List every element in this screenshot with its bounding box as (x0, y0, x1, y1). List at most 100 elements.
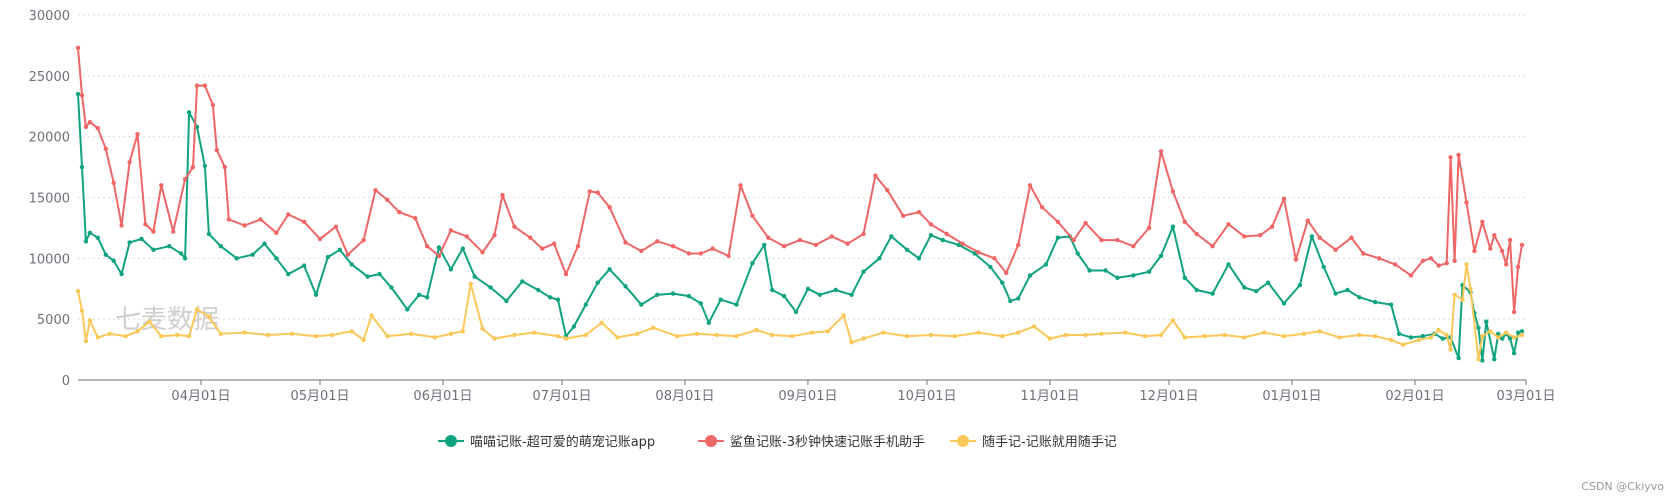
data-point[interactable] (397, 209, 402, 215)
data-point[interactable] (952, 334, 957, 339)
data-point[interactable] (492, 233, 497, 238)
data-point[interactable] (262, 241, 267, 246)
data-point[interactable] (885, 188, 890, 193)
data-point[interactable] (916, 256, 922, 261)
data-point[interactable] (369, 313, 374, 318)
data-point[interactable] (587, 189, 592, 194)
data-point[interactable] (575, 244, 581, 249)
data-point[interactable] (480, 326, 485, 332)
data-point[interactable] (480, 250, 485, 255)
data-point[interactable] (1242, 285, 1247, 290)
data-point[interactable] (718, 297, 723, 302)
data-point[interactable] (1357, 332, 1362, 338)
legend[interactable]: 喵喵记账-超可爱的萌宠记账app 鲨鱼记账-3秒钟快速记账手机助手 随手记-记账就用… (438, 434, 1117, 450)
data-point[interactable] (1317, 235, 1322, 240)
data-point[interactable] (1349, 235, 1354, 240)
data-point[interactable] (1496, 331, 1501, 336)
data-point[interactable] (178, 251, 184, 256)
data-point[interactable] (563, 336, 569, 341)
data-point[interactable] (734, 334, 739, 339)
data-point[interactable] (87, 230, 93, 235)
data-point[interactable] (361, 337, 366, 343)
data-point[interactable] (1452, 292, 1457, 297)
data-point[interactable] (928, 233, 934, 238)
data-point[interactable] (988, 264, 993, 270)
legend-item-0[interactable]: 喵喵记账-超可爱的萌宠记账app (438, 434, 655, 450)
data-point[interactable] (833, 287, 838, 293)
data-point[interactable] (555, 297, 561, 302)
data-point[interactable] (266, 332, 271, 338)
data-point[interactable] (1507, 237, 1513, 243)
data-point[interactable] (528, 235, 533, 240)
data-point[interactable] (1297, 282, 1303, 288)
data-point[interactable] (182, 256, 188, 261)
data-point[interactable] (1480, 334, 1485, 339)
data-point[interactable] (1027, 273, 1033, 278)
data-point[interactable] (103, 146, 109, 151)
data-point[interactable] (1269, 224, 1275, 229)
data-point[interactable] (726, 253, 731, 259)
data-point[interactable] (1281, 334, 1287, 339)
data-point[interactable] (1210, 244, 1215, 249)
data-point[interactable] (274, 230, 279, 235)
data-point[interactable] (1464, 262, 1469, 267)
data-point[interactable] (206, 231, 212, 237)
data-point[interactable] (385, 334, 390, 339)
data-point[interactable] (1440, 336, 1445, 341)
data-point[interactable] (1146, 269, 1152, 274)
data-point[interactable] (789, 334, 795, 339)
data-point[interactable] (1123, 330, 1128, 335)
legend-item-1[interactable]: 鲨鱼记账-3秒钟快速记账手机助手 (698, 434, 925, 450)
data-point[interactable] (1170, 318, 1176, 323)
data-point[interactable] (1460, 297, 1465, 302)
data-point[interactable] (1464, 200, 1469, 205)
data-point[interactable] (405, 307, 410, 312)
data-point[interactable] (1262, 330, 1267, 335)
data-point[interactable] (111, 180, 116, 186)
data-point[interactable] (135, 329, 140, 334)
data-point[interactable] (317, 236, 323, 242)
data-point[interactable] (944, 231, 949, 237)
data-point[interactable] (182, 177, 188, 182)
data-point[interactable] (674, 334, 680, 339)
data-point[interactable] (413, 216, 418, 221)
data-point[interactable] (460, 246, 465, 251)
data-point[interactable] (623, 240, 628, 245)
data-point[interactable] (500, 192, 505, 198)
data-point[interactable] (218, 244, 223, 249)
data-point[interactable] (436, 245, 442, 250)
data-point[interactable] (1055, 235, 1061, 240)
data-point[interactable] (1265, 280, 1271, 285)
data-point[interactable] (1396, 331, 1402, 336)
data-point[interactable] (75, 91, 81, 97)
data-point[interactable] (754, 327, 759, 333)
data-point[interactable] (1115, 237, 1120, 243)
data-point[interactable] (1492, 233, 1497, 238)
data-point[interactable] (738, 183, 743, 188)
data-point[interactable] (1242, 234, 1247, 239)
data-point[interactable] (171, 229, 176, 234)
data-point[interactable] (861, 231, 866, 237)
data-point[interactable] (460, 329, 465, 334)
data-point[interactable] (1472, 248, 1477, 254)
data-point[interactable] (1317, 329, 1322, 334)
data-point[interactable] (877, 256, 882, 261)
data-point[interactable] (1468, 286, 1473, 291)
data-point[interactable] (1337, 335, 1342, 340)
data-point[interactable] (488, 285, 493, 290)
data-point[interactable] (337, 247, 342, 252)
data-point[interactable] (329, 332, 335, 338)
data-point[interactable] (1008, 298, 1013, 304)
data-point[interactable] (1452, 258, 1457, 263)
data-point[interactable] (202, 83, 208, 88)
data-point[interactable] (686, 251, 692, 256)
data-point[interactable] (377, 271, 382, 277)
data-point[interactable] (1388, 337, 1394, 343)
data-point[interactable] (615, 335, 620, 340)
data-point[interactable] (1047, 336, 1053, 341)
data-point[interactable] (1131, 244, 1136, 249)
data-point[interactable] (1016, 330, 1021, 335)
data-point[interactable] (770, 287, 775, 293)
data-point[interactable] (1170, 224, 1176, 229)
data-point[interactable] (1504, 262, 1509, 267)
